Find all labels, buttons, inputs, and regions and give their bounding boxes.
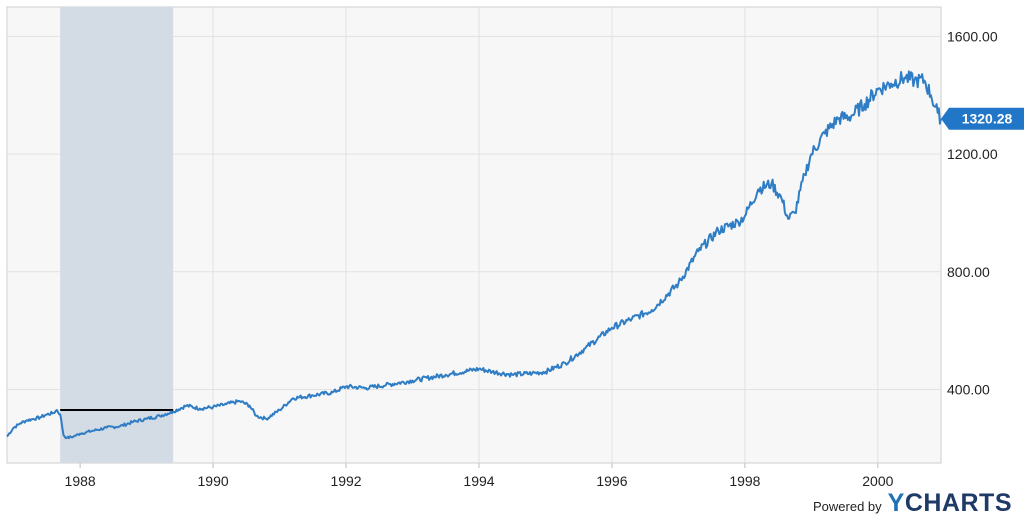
x-tick-label: 1994 — [463, 473, 494, 489]
y-tick-label: 400.00 — [947, 381, 990, 397]
series-line — [6, 70, 942, 440]
x-tick-label: 1996 — [596, 473, 627, 489]
ycharts-logo-first: Y — [887, 489, 905, 517]
x-tick-label: 1988 — [65, 473, 96, 489]
y-tick-label: 800.00 — [947, 264, 990, 280]
x-axis: 1988 1990 1992 1994 1996 1998 2000 — [65, 463, 894, 489]
last-value-badge: 1320.28 — [941, 107, 1024, 130]
last-value-badge-shape — [941, 107, 1024, 130]
y-axis: 400.00 800.00 1200.00 1600.00 — [947, 28, 998, 397]
shaded-region — [60, 7, 174, 463]
x-tick-label: 2000 — [862, 473, 893, 489]
last-value-label: 1320.28 — [962, 111, 1013, 127]
x-tick-label: 1998 — [729, 473, 760, 489]
y-tick-label: 1600.00 — [947, 28, 998, 44]
y-tick-label: 1200.00 — [947, 146, 998, 162]
ycharts-logo-rest: CHARTS — [904, 489, 1012, 517]
ycharts-logo: YCHARTS — [888, 489, 1012, 518]
ycharts-credit: Powered by YCHARTS — [813, 489, 1012, 518]
x-tick-label: 1992 — [330, 473, 361, 489]
x-tick-label: 1990 — [198, 473, 229, 489]
credit-prefix: Powered by — [812, 499, 882, 514]
